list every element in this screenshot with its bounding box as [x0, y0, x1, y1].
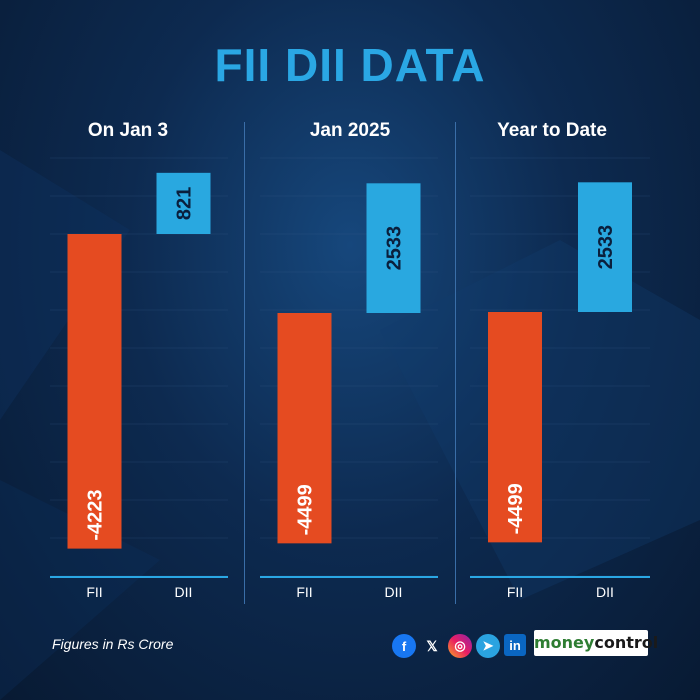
category-label-3-1: FII [507, 584, 523, 600]
category-label-2-1: FII [296, 584, 312, 600]
panel-title-1: On Jan 3 [87, 120, 169, 141]
value-label-3-2: 2533 [595, 225, 617, 270]
dii-bar-2 [366, 183, 421, 313]
value-label-1-1: -4223 [85, 489, 107, 540]
brand-part2: control [594, 633, 659, 652]
dii-bar-1 [156, 172, 211, 234]
linkedin-icon[interactable]: in [504, 634, 526, 656]
x-icon[interactable]: 𝕏 [426, 637, 438, 654]
fii-bar-1 [67, 234, 122, 549]
fii-bar-3 [488, 312, 542, 543]
moneycontrol-logo[interactable]: moneycontrol [534, 630, 658, 656]
instagram-icon[interactable]: ◎ [448, 634, 472, 658]
category-label-1-1: FII [86, 584, 102, 600]
panel-title-3: Year to Date [497, 120, 607, 141]
panel-divider-1 [244, 122, 245, 604]
facebook-icon[interactable]: f [392, 634, 416, 658]
panel-title-2: Jan 2025 [309, 120, 391, 141]
telegram-icon[interactable]: ➤ [476, 634, 500, 658]
dii-bar-3 [578, 182, 632, 312]
value-label-1-2: 821 [174, 187, 196, 220]
fii-bar-2 [277, 313, 332, 544]
value-label-2-1: -4499 [295, 484, 317, 535]
category-label-3-2: DII [596, 584, 614, 600]
value-label-2-2: 2533 [384, 226, 406, 271]
brand-part1: money [534, 633, 595, 652]
category-label-1-2: DII [175, 584, 193, 600]
footer-note: Figures in Rs Crore [52, 636, 174, 652]
value-label-3-1: -4499 [505, 483, 527, 534]
page-title: FII DII DATA [214, 39, 486, 91]
category-label-2-2: DII [385, 584, 403, 600]
panel-divider-2 [455, 122, 456, 604]
